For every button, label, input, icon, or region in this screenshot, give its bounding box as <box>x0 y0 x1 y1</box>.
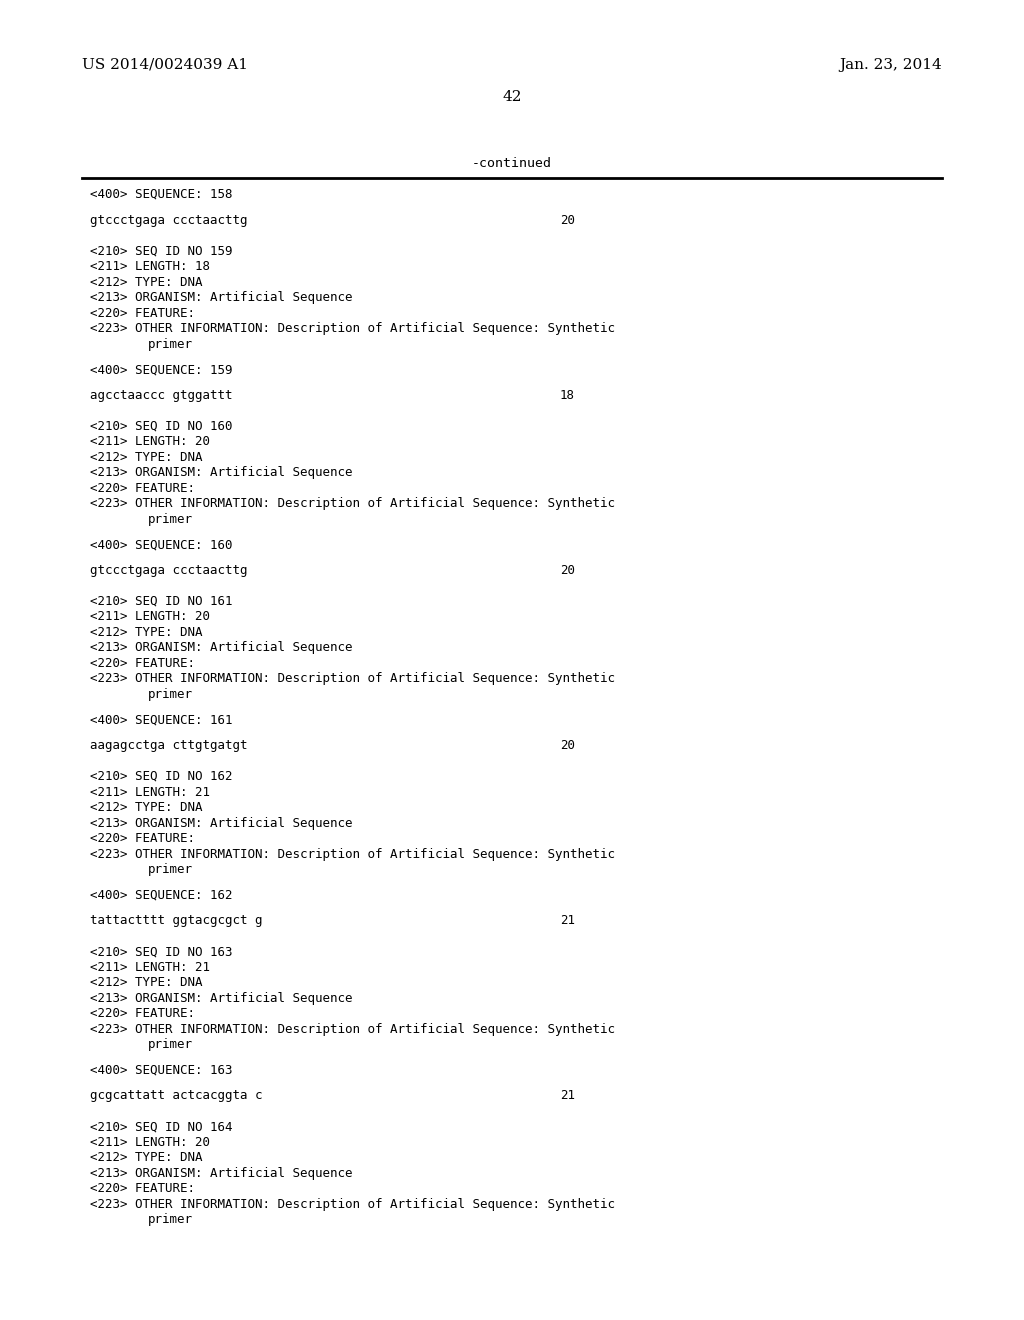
Text: <213> ORGANISM: Artificial Sequence: <213> ORGANISM: Artificial Sequence <box>90 1167 352 1180</box>
Text: primer: primer <box>148 512 193 525</box>
Text: <211> LENGTH: 20: <211> LENGTH: 20 <box>90 610 210 623</box>
Text: <400> SEQUENCE: 162: <400> SEQUENCE: 162 <box>90 888 232 902</box>
Text: <211> LENGTH: 18: <211> LENGTH: 18 <box>90 260 210 273</box>
Text: primer: primer <box>148 863 193 876</box>
Text: <400> SEQUENCE: 163: <400> SEQUENCE: 163 <box>90 1064 232 1077</box>
Text: <212> TYPE: DNA: <212> TYPE: DNA <box>90 977 203 989</box>
Text: gtccctgaga ccctaacttg: gtccctgaga ccctaacttg <box>90 214 248 227</box>
Text: primer: primer <box>148 688 193 701</box>
Text: 21: 21 <box>560 915 575 927</box>
Text: <223> OTHER INFORMATION: Description of Artificial Sequence: Synthetic: <223> OTHER INFORMATION: Description of … <box>90 1023 615 1036</box>
Text: <400> SEQUENCE: 158: <400> SEQUENCE: 158 <box>90 187 232 201</box>
Text: 18: 18 <box>560 388 575 401</box>
Text: aagagcctga cttgtgatgt: aagagcctga cttgtgatgt <box>90 739 248 752</box>
Text: <223> OTHER INFORMATION: Description of Artificial Sequence: Synthetic: <223> OTHER INFORMATION: Description of … <box>90 672 615 685</box>
Text: 20: 20 <box>560 739 575 752</box>
Text: <213> ORGANISM: Artificial Sequence: <213> ORGANISM: Artificial Sequence <box>90 466 352 479</box>
Text: <210> SEQ ID NO 161: <210> SEQ ID NO 161 <box>90 595 232 609</box>
Text: <213> ORGANISM: Artificial Sequence: <213> ORGANISM: Artificial Sequence <box>90 292 352 304</box>
Text: agcctaaccc gtggattt: agcctaaccc gtggattt <box>90 388 232 401</box>
Text: <212> TYPE: DNA: <212> TYPE: DNA <box>90 276 203 289</box>
Text: <400> SEQUENCE: 160: <400> SEQUENCE: 160 <box>90 539 232 552</box>
Text: <213> ORGANISM: Artificial Sequence: <213> ORGANISM: Artificial Sequence <box>90 991 352 1005</box>
Text: <213> ORGANISM: Artificial Sequence: <213> ORGANISM: Artificial Sequence <box>90 817 352 829</box>
Text: <220> FEATURE:: <220> FEATURE: <box>90 832 195 845</box>
Text: primer: primer <box>148 1038 193 1051</box>
Text: <211> LENGTH: 21: <211> LENGTH: 21 <box>90 961 210 974</box>
Text: <212> TYPE: DNA: <212> TYPE: DNA <box>90 1151 203 1164</box>
Text: <212> TYPE: DNA: <212> TYPE: DNA <box>90 801 203 814</box>
Text: <211> LENGTH: 20: <211> LENGTH: 20 <box>90 1135 210 1148</box>
Text: Jan. 23, 2014: Jan. 23, 2014 <box>840 58 942 73</box>
Text: primer: primer <box>148 338 193 351</box>
Text: 20: 20 <box>560 564 575 577</box>
Text: 20: 20 <box>560 214 575 227</box>
Text: primer: primer <box>148 1213 193 1226</box>
Text: <400> SEQUENCE: 161: <400> SEQUENCE: 161 <box>90 713 232 726</box>
Text: <210> SEQ ID NO 163: <210> SEQ ID NO 163 <box>90 945 232 958</box>
Text: <400> SEQUENCE: 159: <400> SEQUENCE: 159 <box>90 363 232 376</box>
Text: <211> LENGTH: 21: <211> LENGTH: 21 <box>90 785 210 799</box>
Text: <211> LENGTH: 20: <211> LENGTH: 20 <box>90 436 210 449</box>
Text: 21: 21 <box>560 1089 575 1102</box>
Text: gcgcattatt actcacggta c: gcgcattatt actcacggta c <box>90 1089 262 1102</box>
Text: gtccctgaga ccctaacttg: gtccctgaga ccctaacttg <box>90 564 248 577</box>
Text: US 2014/0024039 A1: US 2014/0024039 A1 <box>82 58 248 73</box>
Text: <223> OTHER INFORMATION: Description of Artificial Sequence: Synthetic: <223> OTHER INFORMATION: Description of … <box>90 847 615 861</box>
Text: <220> FEATURE:: <220> FEATURE: <box>90 1183 195 1196</box>
Text: <220> FEATURE:: <220> FEATURE: <box>90 306 195 319</box>
Text: tattactttt ggtacgcgct g: tattactttt ggtacgcgct g <box>90 915 262 927</box>
Text: <210> SEQ ID NO 162: <210> SEQ ID NO 162 <box>90 770 232 783</box>
Text: <223> OTHER INFORMATION: Description of Artificial Sequence: Synthetic: <223> OTHER INFORMATION: Description of … <box>90 498 615 511</box>
Text: <223> OTHER INFORMATION: Description of Artificial Sequence: Synthetic: <223> OTHER INFORMATION: Description of … <box>90 1197 615 1210</box>
Text: <220> FEATURE:: <220> FEATURE: <box>90 482 195 495</box>
Text: <223> OTHER INFORMATION: Description of Artificial Sequence: Synthetic: <223> OTHER INFORMATION: Description of … <box>90 322 615 335</box>
Text: -continued: -continued <box>472 157 552 170</box>
Text: <212> TYPE: DNA: <212> TYPE: DNA <box>90 626 203 639</box>
Text: <220> FEATURE:: <220> FEATURE: <box>90 1007 195 1020</box>
Text: <220> FEATURE:: <220> FEATURE: <box>90 657 195 669</box>
Text: <210> SEQ ID NO 159: <210> SEQ ID NO 159 <box>90 244 232 257</box>
Text: 42: 42 <box>502 90 522 104</box>
Text: <210> SEQ ID NO 160: <210> SEQ ID NO 160 <box>90 420 232 433</box>
Text: <212> TYPE: DNA: <212> TYPE: DNA <box>90 450 203 463</box>
Text: <210> SEQ ID NO 164: <210> SEQ ID NO 164 <box>90 1121 232 1134</box>
Text: <213> ORGANISM: Artificial Sequence: <213> ORGANISM: Artificial Sequence <box>90 642 352 655</box>
